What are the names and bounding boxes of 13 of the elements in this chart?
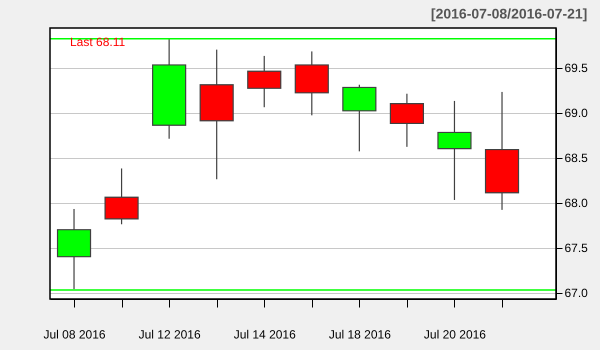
- y-tick-label: 69.5: [564, 61, 588, 76]
- x-tick-label: Jul 14 2016: [234, 328, 296, 342]
- x-tick-label: Jul 20 2016: [424, 328, 486, 342]
- x-tick-label: Jul 08 2016: [43, 328, 106, 342]
- chart-title: [2016-07-08/2016-07-21]: [430, 5, 588, 22]
- x-tick-label: Jul 12 2016: [138, 328, 201, 342]
- annotation: Last 68.11: [70, 35, 126, 49]
- y-tick-label: 68.0: [564, 196, 588, 210]
- x-tick-label: Jul 18 2016: [328, 328, 392, 342]
- y-tick-label: 68.5: [564, 151, 588, 166]
- y-tick-label: 67.0: [564, 286, 588, 300]
- y-tick-label: 69.0: [564, 106, 588, 120]
- y-tick-label: 67.5: [564, 241, 588, 256]
